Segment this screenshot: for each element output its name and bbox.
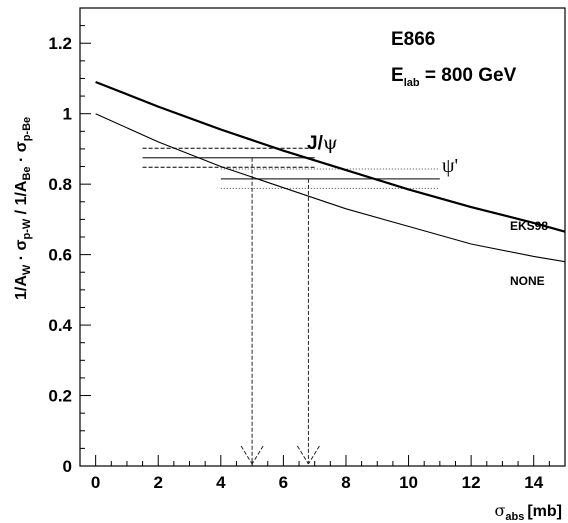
x-tick-label: 0 [91,473,100,492]
jpsi-label: J/ψ [307,132,338,154]
x-tick-label: 12 [462,473,481,492]
psiprime-arrow-head-right [307,445,320,465]
measurement-bands [142,147,440,465]
x-tick-label: 2 [153,473,162,492]
y-tick-label: 1.2 [48,34,72,53]
curves [95,80,566,263]
psiprime-arrow-head-left [296,445,309,465]
y-axis-label: 1/AW · σp-W / 1/ABe · σp-Be [13,117,33,300]
experiment-label: E866 [391,29,435,50]
jpsi-arrow-head-left [240,445,253,465]
y-tick-label: 0.2 [48,387,72,406]
none-label: NONE [510,274,545,288]
y-tick-label: 0.4 [48,316,72,335]
y-tick-label: 0 [63,457,72,476]
y-tick-label: 0.6 [48,246,72,265]
psiprime-label: ψ' [442,155,458,177]
eks98-label: EKS98 [510,219,548,233]
y-tick-labels: 0 0.2 0.4 0.6 0.8 1 1.2 [48,34,72,476]
x-tick-label: 6 [279,473,288,492]
x-tick-labels: 0 2 4 6 8 10 12 14 [91,473,544,492]
y-tick-label: 0.8 [48,175,72,194]
x-tick-label: 14 [524,473,543,492]
x-tick-label: 4 [216,473,226,492]
x-axis-label: σabs [mb] [494,501,562,523]
y-tick-label: 1 [63,105,72,124]
x-tick-label: 8 [341,473,350,492]
x-tick-label: 10 [399,473,418,492]
eks98-curve [95,80,566,233]
jpsi-arrow-head-right [251,445,264,465]
axis-ticks [80,7,566,467]
energy-label: Elab = 800 GeV [391,65,517,89]
none-curve [95,113,566,263]
